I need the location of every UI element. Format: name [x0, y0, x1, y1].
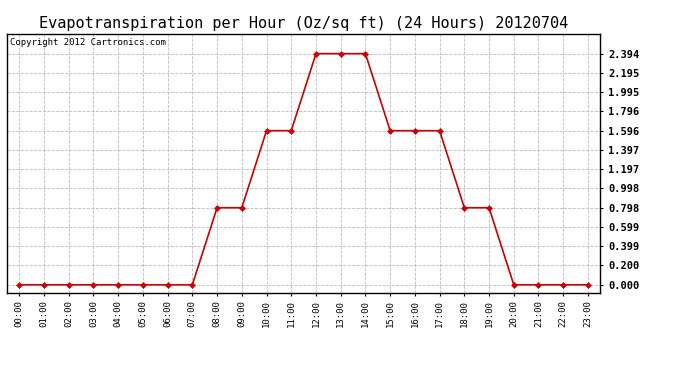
Text: Copyright 2012 Cartronics.com: Copyright 2012 Cartronics.com — [10, 38, 166, 46]
Title: Evapotranspiration per Hour (Oz/sq ft) (24 Hours) 20120704: Evapotranspiration per Hour (Oz/sq ft) (… — [39, 16, 569, 31]
